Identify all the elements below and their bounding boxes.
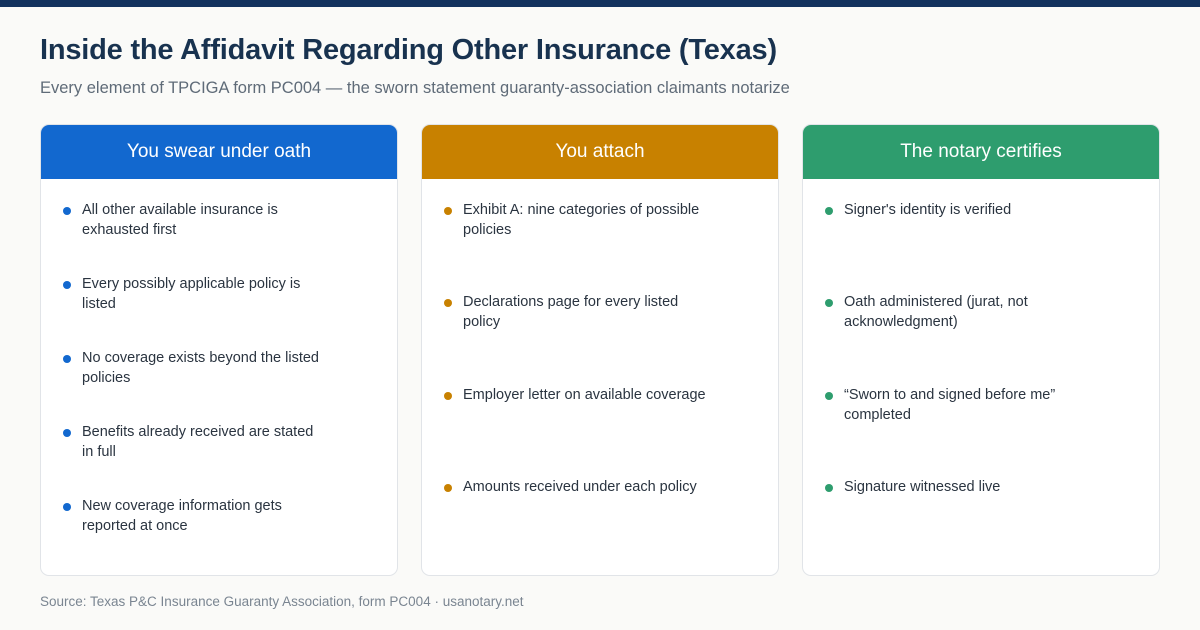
card-you-attach: You attach Exhibit A: nine categories of… bbox=[421, 124, 779, 576]
bullet-dot-icon bbox=[63, 503, 71, 511]
bullet-dot-icon bbox=[444, 392, 452, 400]
list-item-text: Signer's identity is verified bbox=[844, 202, 1012, 218]
bullet-dot-icon bbox=[825, 299, 833, 307]
list-item-text: New coverage information gets reported a… bbox=[82, 498, 282, 534]
list-item: Signer's identity is verified bbox=[803, 201, 1159, 221]
card-heading-notary-certifies: The notary certifies bbox=[803, 125, 1159, 179]
card-you-swear: You swear under oath All other available… bbox=[40, 124, 398, 576]
list-item: Declarations page for every listed polic… bbox=[422, 293, 778, 332]
bullet-dot-icon bbox=[444, 484, 452, 492]
list-item-text: Amounts received under each policy bbox=[463, 479, 697, 495]
bullet-dot-icon bbox=[825, 392, 833, 400]
bullet-dot-icon bbox=[444, 207, 452, 215]
list-item: All other available insurance is exhaust… bbox=[41, 201, 397, 240]
bullet-dot-icon bbox=[825, 484, 833, 492]
card-heading-you-swear: You swear under oath bbox=[41, 125, 397, 179]
page-title: Inside the Affidavit Regarding Other Ins… bbox=[40, 34, 777, 66]
list-item: Every possibly applicable policy is list… bbox=[41, 275, 397, 314]
source-note: Source: Texas P&C Insurance Guaranty Ass… bbox=[40, 594, 524, 609]
list-item-text: Employer letter on available coverage bbox=[463, 387, 706, 403]
bullet-dot-icon bbox=[825, 207, 833, 215]
bullet-dot-icon bbox=[444, 299, 452, 307]
list-item-text: All other available insurance is exhaust… bbox=[82, 202, 278, 238]
list-item: Oath administered (jurat, not acknowledg… bbox=[803, 293, 1159, 332]
top-accent-bar bbox=[0, 0, 1200, 7]
list-item: Exhibit A: nine categories of possible p… bbox=[422, 201, 778, 240]
list-item-text: No coverage exists beyond the listed pol… bbox=[82, 350, 319, 386]
list-item-text: Benefits already received are stated in … bbox=[82, 424, 314, 460]
list-item: No coverage exists beyond the listed pol… bbox=[41, 349, 397, 388]
list-item: “Sworn to and signed before me” complete… bbox=[803, 386, 1159, 425]
bullet-dot-icon bbox=[63, 429, 71, 437]
list-item: Benefits already received are stated in … bbox=[41, 423, 397, 462]
list-item: Amounts received under each policy bbox=[422, 478, 778, 498]
list-item: Signature witnessed live bbox=[803, 478, 1159, 498]
list-item-text: Oath administered (jurat, not acknowledg… bbox=[844, 294, 1028, 330]
bullet-dot-icon bbox=[63, 281, 71, 289]
list-item-text: Every possibly applicable policy is list… bbox=[82, 276, 301, 312]
list-item-text: Declarations page for every listed polic… bbox=[463, 294, 679, 330]
bullet-dot-icon bbox=[63, 355, 71, 363]
list-item-text: Exhibit A: nine categories of possible p… bbox=[463, 202, 700, 238]
list-item-text: Signature witnessed live bbox=[844, 479, 1001, 495]
list-item: New coverage information gets reported a… bbox=[41, 497, 397, 536]
card-heading-you-attach: You attach bbox=[422, 125, 778, 179]
page-subtitle: Every element of TPCIGA form PC004 — the… bbox=[40, 79, 790, 97]
list-item-text: “Sworn to and signed before me” complete… bbox=[844, 387, 1056, 423]
list-item: Employer letter on available coverage bbox=[422, 386, 778, 406]
card-notary-certifies: The notary certifies Signer's identity i… bbox=[802, 124, 1160, 576]
bullet-dot-icon bbox=[63, 207, 71, 215]
